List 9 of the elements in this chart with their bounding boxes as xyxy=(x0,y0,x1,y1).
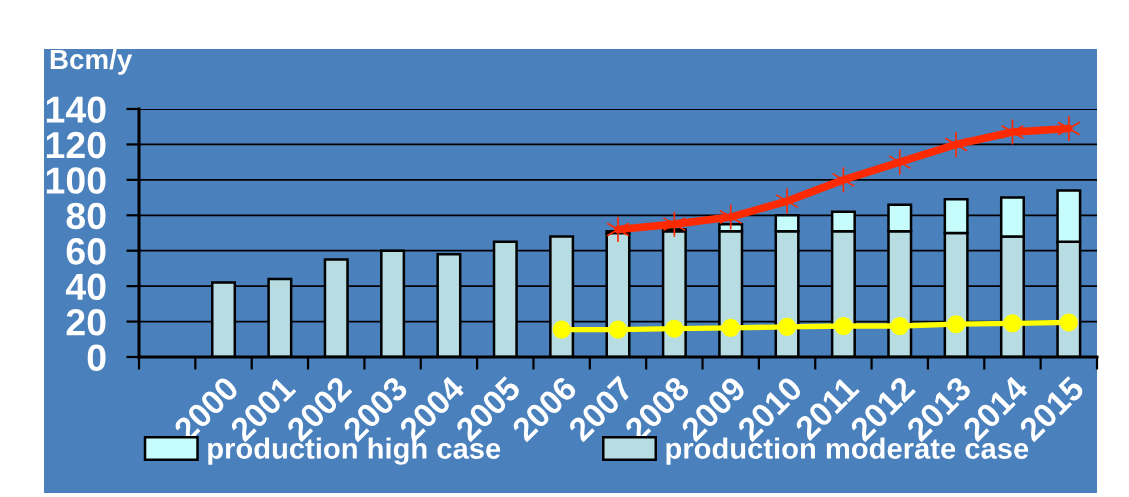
y-tick-label: 80 xyxy=(66,202,106,230)
y-axis-title: Bcm/y xyxy=(50,48,133,75)
y-tick-label: 20 xyxy=(66,308,106,336)
y-tick-label: 120 xyxy=(46,131,106,159)
y-tick-label: 40 xyxy=(65,273,106,301)
y-tick-label: 60 xyxy=(66,238,106,265)
y-tick-label: 140 xyxy=(46,96,106,123)
y-tick-label: 0 xyxy=(87,344,106,371)
y-tick-label: 100 xyxy=(46,167,106,194)
